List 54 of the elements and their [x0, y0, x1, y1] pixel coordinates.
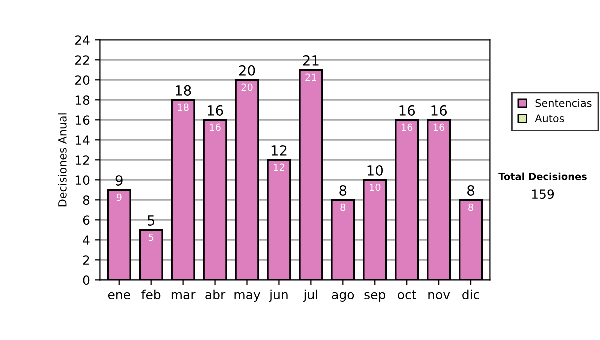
x-tick-label: jul — [304, 290, 318, 302]
x-tick-label: abr — [206, 290, 226, 300]
y-tick-label: 14 — [76, 136, 90, 145]
data-label: 5 — [149, 234, 154, 242]
text: 159 — [532, 190, 554, 200]
total-label: 8 — [468, 185, 474, 196]
total-label: 12 — [272, 145, 287, 156]
x-tick-label: dic — [462, 290, 480, 300]
total-label: 16 — [432, 105, 448, 116]
data-label: 8 — [468, 204, 474, 212]
total-label: 10 — [368, 165, 384, 176]
y-axis-title: Decisiones Anual — [58, 114, 67, 207]
x-tick-label: feb — [142, 290, 161, 300]
x-tick-label: mar — [172, 292, 196, 300]
total-label: 21 — [303, 55, 319, 66]
total-label: 5 — [148, 216, 155, 226]
data-label: 18 — [178, 104, 189, 112]
y-tick-label: 16 — [76, 116, 90, 126]
data-label: 16 — [402, 124, 413, 132]
data-label: 12 — [274, 164, 284, 172]
y-tick-label: 8 — [83, 196, 90, 206]
y-tick-label: 0 — [83, 276, 90, 286]
y-tick-label: 2 — [83, 256, 90, 265]
y-tick-label: 22 — [75, 56, 90, 65]
x-tick-label: sep — [364, 292, 386, 302]
x-tick-label: nov — [428, 292, 450, 300]
data-label: 9 — [116, 194, 122, 202]
y-tick-label: 6 — [83, 216, 90, 226]
total-label: 9 — [116, 175, 123, 186]
x-tick-label: jun — [269, 290, 288, 302]
y-tick-label: 18 — [76, 96, 90, 106]
legend-label: Autos — [535, 114, 564, 123]
x-tick-label: ago — [332, 292, 354, 302]
data-label: 20 — [242, 84, 253, 92]
data-label: 8 — [340, 204, 346, 212]
data-label: 10 — [370, 184, 381, 192]
y-tick-label: 24 — [75, 36, 90, 45]
data-label: 16 — [434, 124, 445, 132]
y-tick-label: 10 — [76, 176, 90, 186]
total-label: 18 — [176, 85, 192, 96]
x-tick-label: may — [234, 292, 260, 302]
total-label: 20 — [239, 65, 256, 76]
y-tick-label: 12 — [76, 156, 90, 165]
total-label: 16 — [208, 105, 224, 116]
x-tick-label: oct — [398, 290, 416, 300]
data-label: 16 — [210, 124, 221, 132]
y-tick-label: 4 — [83, 236, 90, 245]
x-tick-label: ene — [108, 292, 130, 300]
data-label: 21 — [306, 74, 316, 82]
total-label: 16 — [400, 105, 416, 116]
y-tick-label: 20 — [75, 76, 90, 86]
legend-label: Sentencias — [536, 99, 592, 108]
text: Total Decisiones — [498, 172, 587, 180]
total-label: 8 — [340, 185, 347, 196]
